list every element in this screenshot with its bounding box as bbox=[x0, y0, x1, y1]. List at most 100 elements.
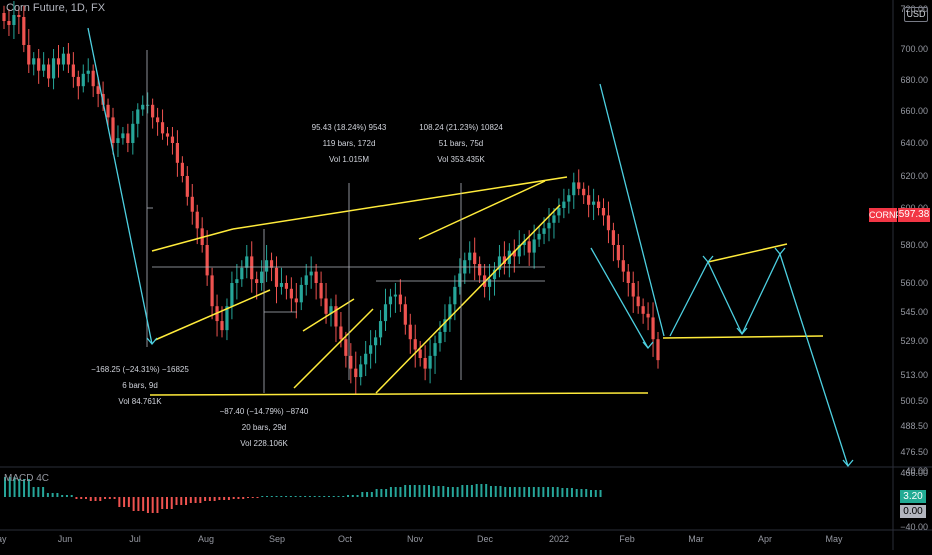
measurement-label: Vol 84.761K bbox=[118, 397, 162, 406]
candle-body bbox=[344, 339, 348, 356]
macd-bar bbox=[261, 496, 264, 497]
macd-bar bbox=[256, 497, 259, 498]
macd-bar bbox=[451, 487, 454, 497]
candle-body bbox=[577, 182, 581, 189]
candle-body bbox=[22, 17, 26, 45]
macd-bar bbox=[575, 489, 578, 497]
trendline-long-upper bbox=[232, 176, 568, 230]
measurement-label: Vol 228.106K bbox=[240, 439, 288, 448]
macd-bar bbox=[308, 496, 311, 497]
arrow-up-1 bbox=[669, 261, 709, 337]
candle-body bbox=[393, 294, 398, 297]
macd-indicator-label[interactable]: MACD 4C bbox=[4, 473, 50, 484]
candle-body bbox=[517, 245, 521, 257]
arrow-down-final bbox=[779, 253, 849, 467]
macd-bar bbox=[523, 487, 526, 497]
macd-bar bbox=[413, 485, 416, 497]
candle-body bbox=[37, 58, 41, 71]
candle-body bbox=[591, 201, 596, 205]
candle-body bbox=[76, 76, 80, 87]
candle-body bbox=[136, 109, 140, 124]
candle-body bbox=[458, 273, 462, 287]
macd-bar bbox=[475, 484, 478, 497]
candle-body bbox=[423, 358, 427, 369]
macd-bar bbox=[594, 490, 597, 497]
candle-body bbox=[378, 321, 383, 338]
price-axis-tick: 488.50 bbox=[900, 421, 928, 431]
time-axis-tick: May bbox=[0, 534, 7, 544]
macd-bar bbox=[151, 497, 154, 513]
macd-bar bbox=[242, 497, 245, 499]
candle-body bbox=[71, 64, 75, 77]
candle-body bbox=[245, 256, 249, 268]
candle-body bbox=[641, 306, 645, 314]
arrowhead-july bbox=[146, 337, 158, 346]
measurement-label: 51 bars, 75d bbox=[439, 139, 483, 148]
macd-bar bbox=[399, 487, 402, 497]
macd-bar bbox=[332, 496, 335, 497]
arrowhead-jan bbox=[642, 341, 654, 350]
macd-bar bbox=[389, 487, 392, 497]
currency-button[interactable]: USD bbox=[904, 7, 928, 22]
candle-body bbox=[86, 70, 90, 74]
macd-bar bbox=[94, 497, 97, 501]
candle-body bbox=[567, 195, 571, 202]
macd-bar bbox=[366, 492, 369, 497]
candle-body bbox=[651, 317, 655, 340]
macd-zero-label: 0.00 bbox=[900, 505, 926, 518]
macd-bar bbox=[385, 489, 388, 497]
macd-bar bbox=[285, 496, 288, 497]
candle-body bbox=[562, 201, 566, 208]
candle-body bbox=[146, 104, 150, 106]
candle-body bbox=[299, 284, 303, 303]
price-axis-tick: 466.00 bbox=[900, 468, 928, 478]
candle-body bbox=[185, 176, 189, 197]
candle-body bbox=[611, 230, 616, 245]
price-axis-tick: 660.00 bbox=[900, 106, 928, 116]
price-axis-tick: 580.00 bbox=[900, 240, 928, 250]
candle-body bbox=[364, 353, 368, 365]
time-axis-tick: Jun bbox=[58, 534, 73, 544]
macd-bar bbox=[18, 479, 21, 497]
price-axis-tick: 476.50 bbox=[900, 447, 928, 457]
candle-body bbox=[487, 279, 492, 287]
candle-body bbox=[527, 241, 531, 253]
candle-body bbox=[408, 324, 412, 340]
macd-bar bbox=[80, 497, 83, 499]
price-axis-tick: 680.00 bbox=[900, 75, 928, 85]
candle-body bbox=[131, 123, 135, 143]
macd-bar bbox=[99, 497, 102, 501]
macd-bar bbox=[561, 488, 564, 497]
candle-body bbox=[106, 104, 110, 118]
arrowhead-trough bbox=[736, 327, 748, 336]
macd-bar bbox=[394, 487, 397, 497]
macd-bar bbox=[65, 495, 68, 497]
candle-body bbox=[314, 271, 318, 283]
macd-bar bbox=[428, 485, 431, 497]
macd-bar bbox=[118, 497, 121, 507]
candle-body bbox=[636, 296, 640, 307]
macd-bar bbox=[461, 485, 464, 497]
macd-bar bbox=[466, 485, 469, 497]
measurement-label: 6 bars, 9d bbox=[122, 381, 158, 390]
macd-bar bbox=[42, 487, 45, 497]
arrowhead-peak-2 bbox=[774, 247, 786, 256]
macd-value-label: 3.20 bbox=[900, 490, 926, 503]
candle-body bbox=[522, 241, 526, 245]
macd-bar bbox=[213, 497, 216, 501]
macd-bar bbox=[104, 497, 107, 499]
macd-bar bbox=[27, 479, 30, 497]
candle-body bbox=[27, 45, 31, 65]
macd-bar bbox=[156, 497, 159, 513]
candle-body bbox=[151, 104, 155, 118]
macd-bar bbox=[165, 497, 168, 509]
candle-body bbox=[601, 208, 606, 216]
macd-bar bbox=[494, 486, 497, 497]
macd-bar bbox=[13, 477, 16, 497]
macd-bar bbox=[375, 489, 378, 497]
macd-bar bbox=[432, 486, 435, 497]
candle-body bbox=[42, 64, 46, 71]
candle-body bbox=[180, 162, 184, 176]
